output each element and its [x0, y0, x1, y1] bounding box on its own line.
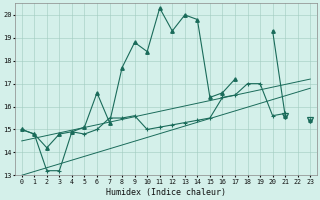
X-axis label: Humidex (Indice chaleur): Humidex (Indice chaleur) [106, 188, 226, 197]
